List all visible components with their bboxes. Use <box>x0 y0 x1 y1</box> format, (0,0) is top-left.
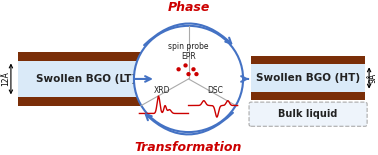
Text: 12Å: 12Å <box>2 72 11 86</box>
Text: 9Å: 9Å <box>369 73 378 83</box>
Circle shape <box>183 63 188 68</box>
Bar <box>18 97 154 106</box>
Circle shape <box>134 26 243 132</box>
Text: Swollen BGO (LT): Swollen BGO (LT) <box>36 74 136 84</box>
Text: XRD: XRD <box>154 86 170 95</box>
Text: Transformation: Transformation <box>135 141 242 154</box>
Circle shape <box>191 67 196 71</box>
Text: Bulk liquid: Bulk liquid <box>278 109 338 119</box>
Text: DSC: DSC <box>207 86 223 95</box>
Circle shape <box>194 72 198 76</box>
Bar <box>251 91 365 100</box>
Bar <box>251 56 365 100</box>
Circle shape <box>177 67 181 71</box>
FancyBboxPatch shape <box>249 102 367 126</box>
Circle shape <box>186 72 191 76</box>
Text: Phase: Phase <box>167 1 210 14</box>
Bar <box>18 52 154 106</box>
Text: Swollen BGO (HT): Swollen BGO (HT) <box>256 73 360 83</box>
Bar <box>18 52 154 61</box>
Text: spin probe: spin probe <box>168 42 209 51</box>
Text: EPR: EPR <box>181 52 196 61</box>
Bar <box>251 56 365 64</box>
